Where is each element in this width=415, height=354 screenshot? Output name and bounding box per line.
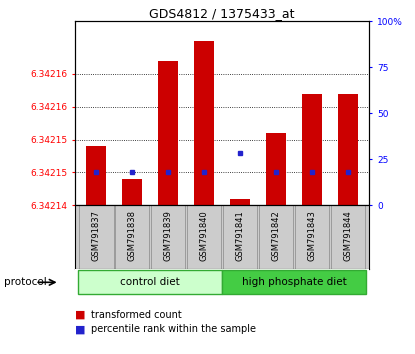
Bar xyxy=(338,93,358,205)
Bar xyxy=(230,199,250,205)
Text: GSM791843: GSM791843 xyxy=(308,211,316,261)
Text: ■: ■ xyxy=(75,324,85,334)
Text: GSM791837: GSM791837 xyxy=(92,210,101,261)
Bar xyxy=(187,205,221,269)
Bar xyxy=(158,61,178,205)
Bar xyxy=(194,41,214,205)
Title: GDS4812 / 1375433_at: GDS4812 / 1375433_at xyxy=(149,7,295,20)
Bar xyxy=(295,205,329,269)
Text: GSM791839: GSM791839 xyxy=(164,211,173,261)
Text: ■: ■ xyxy=(75,310,85,320)
Bar xyxy=(122,179,142,205)
Text: control diet: control diet xyxy=(120,277,180,287)
Text: GSM791841: GSM791841 xyxy=(235,211,244,261)
Bar xyxy=(266,133,286,205)
Text: GSM791838: GSM791838 xyxy=(128,210,137,261)
Bar xyxy=(151,205,186,269)
Text: GSM791840: GSM791840 xyxy=(200,211,209,261)
Text: GSM791844: GSM791844 xyxy=(343,211,352,261)
Bar xyxy=(259,205,293,269)
Text: transformed count: transformed count xyxy=(91,310,182,320)
Text: high phosphate diet: high phosphate diet xyxy=(242,277,346,287)
Bar xyxy=(115,205,149,269)
Bar xyxy=(78,270,222,294)
Bar xyxy=(86,146,106,205)
Bar xyxy=(330,205,365,269)
Text: protocol: protocol xyxy=(4,277,47,287)
Bar xyxy=(79,205,114,269)
Text: GSM791842: GSM791842 xyxy=(271,211,281,261)
Text: percentile rank within the sample: percentile rank within the sample xyxy=(91,324,256,334)
Bar xyxy=(302,93,322,205)
Bar xyxy=(223,205,257,269)
Bar xyxy=(222,270,366,294)
